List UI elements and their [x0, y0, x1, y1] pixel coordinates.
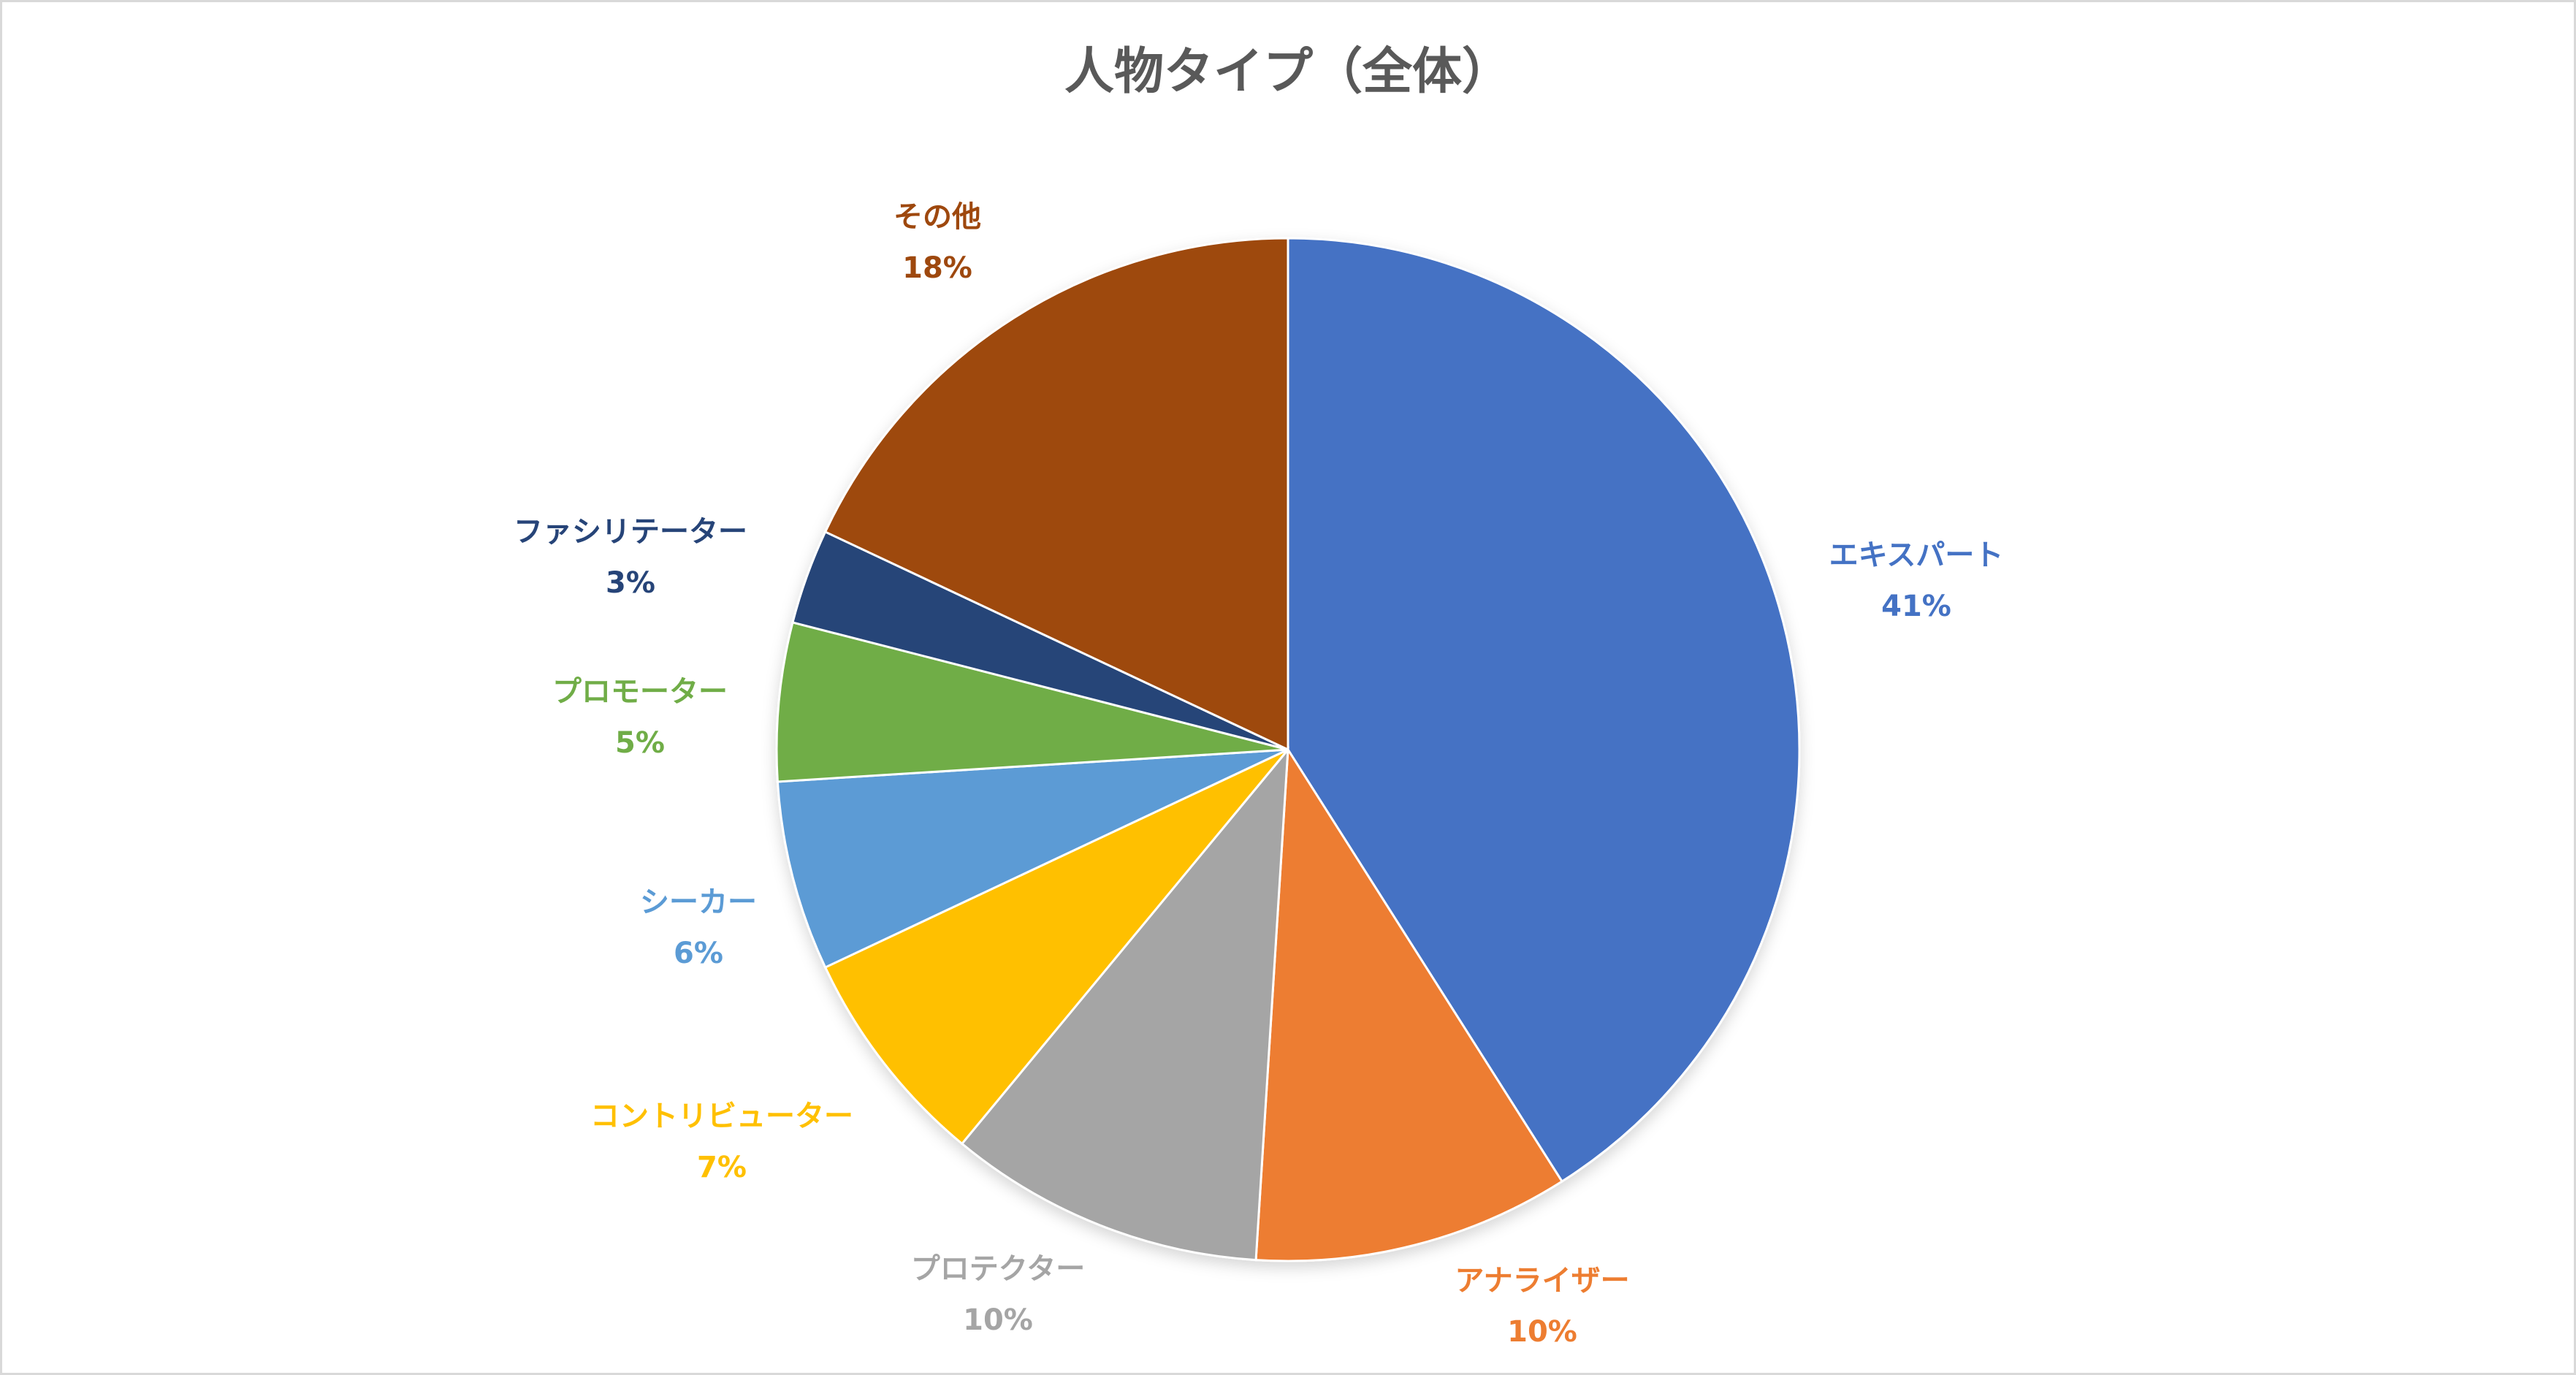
pie-label-name-6: プロモーター — [552, 675, 728, 709]
pie-slice-3 — [960, 746, 1289, 1262]
pie-slice-1 — [1287, 237, 1801, 1184]
pie-label-name-5: シーカー — [640, 885, 757, 919]
pie-label-name-2: アナライザー — [1455, 1264, 1629, 1298]
pie-label-percent-3: 10% — [963, 1303, 1033, 1337]
pie-label-7: ファシリテーター 3% — [514, 515, 747, 600]
pie-label-percent-7: 3% — [606, 566, 655, 600]
pie-slices — [775, 237, 1801, 1262]
pie-label-6: プロモーター 5% — [552, 675, 728, 760]
chart-title: 人物タイプ（全体） — [1064, 43, 1512, 101]
pie-label-8: その他 18% — [893, 200, 981, 285]
pie-label-name-8: その他 — [893, 200, 981, 234]
pie-label-5: シーカー 6% — [640, 885, 757, 970]
pie-label-percent-6: 5% — [615, 726, 665, 760]
pie-labels: エキスパート 41% アナライザー 10% プロテクター 10% コントリビューター 7% シー… — [514, 200, 2003, 1349]
pie-label-2: アナライザー 10% — [1455, 1264, 1629, 1349]
pie-label-name-1: エキスパート — [1829, 538, 2004, 572]
pie-label-name-7: ファシリテーター — [514, 515, 747, 549]
pie-slice-8 — [823, 237, 1289, 752]
pie-slice-4 — [823, 748, 1289, 1146]
pie-slice-5 — [776, 748, 1289, 970]
pie-label-percent-8: 18% — [902, 251, 972, 285]
pie-label-3: プロテクター 10% — [911, 1252, 1085, 1337]
pie-label-percent-4: 7% — [697, 1151, 747, 1184]
pie-label-1: エキスパート 41% — [1829, 538, 2004, 623]
pie-label-name-3: プロテクター — [911, 1252, 1085, 1286]
pie-label-percent-1: 41% — [1881, 590, 1951, 623]
pie-label-name-4: コントリビューター — [590, 1100, 853, 1133]
pie-slice-2 — [1254, 746, 1564, 1262]
pie-slice-6 — [775, 621, 1289, 783]
pie-label-4: コントリビューター 7% — [590, 1100, 853, 1184]
pie-label-percent-2: 10% — [1507, 1315, 1577, 1349]
pie-label-percent-5: 6% — [674, 937, 723, 970]
